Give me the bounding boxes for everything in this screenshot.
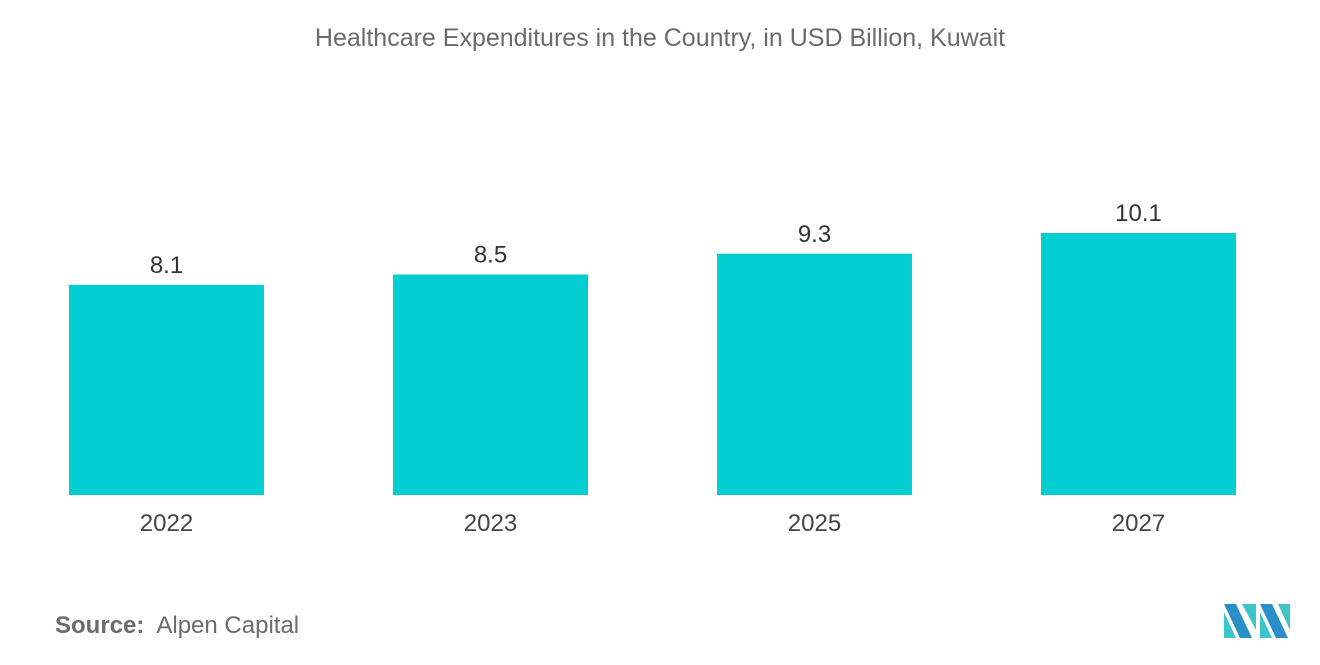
chart-title: Healthcare Expenditures in the Country, … [314, 24, 1006, 52]
source-note: Source: Alpen Capital [55, 612, 299, 640]
x-tick-label: 2025 [788, 510, 841, 537]
data-label: 8.1 [150, 252, 183, 279]
x-tick-label: 2027 [1112, 510, 1165, 537]
x-tick-label: 2022 [140, 510, 193, 537]
bar-2025 [717, 253, 912, 495]
bar-2023 [393, 274, 588, 495]
source-label: Source: [55, 612, 145, 639]
x-tick-label: 2023 [464, 510, 517, 537]
data-label: 9.3 [798, 221, 831, 248]
logo-icon [1224, 604, 1290, 638]
source-value: Alpen Capital [156, 612, 300, 639]
data-label: 10.1 [1115, 200, 1162, 227]
bar-2027 [1041, 233, 1236, 495]
data-label: 8.5 [474, 242, 507, 269]
bar-2022 [69, 284, 264, 495]
